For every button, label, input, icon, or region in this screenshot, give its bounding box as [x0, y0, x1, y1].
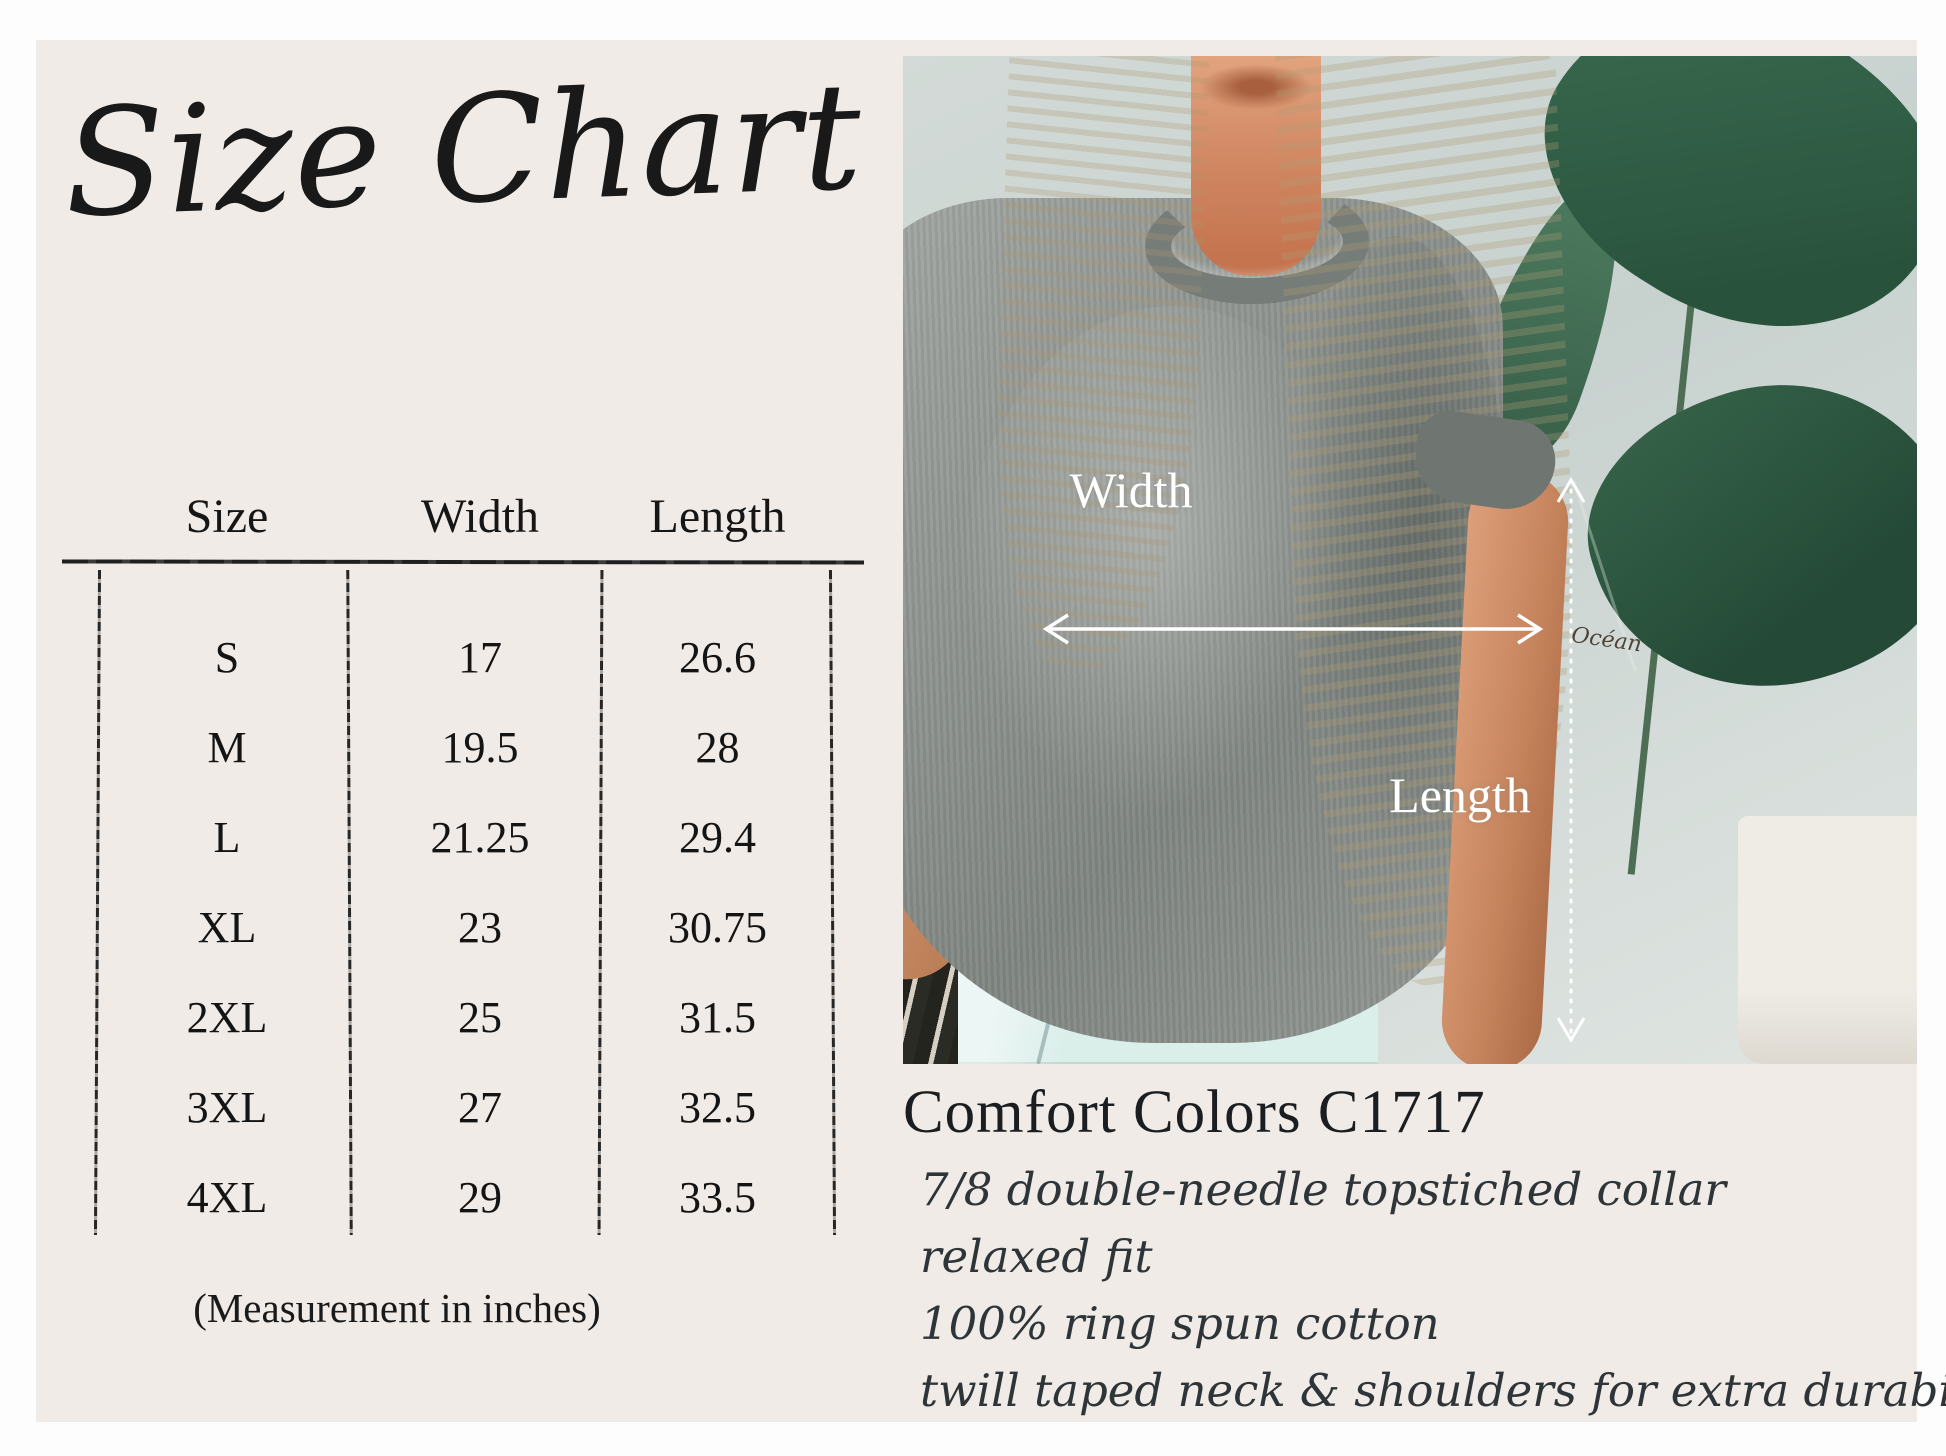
table-row: 2XL 25 31.5 [97, 972, 832, 1062]
tee-shirt-texture [903, 198, 1503, 1043]
table-row: 3XL 27 32.5 [97, 1062, 832, 1152]
cell-length: 30.75 [668, 902, 767, 952]
cell-width: 29 [458, 1172, 502, 1222]
tee-shirt-highlight [963, 306, 1383, 866]
cell-width: 19.5 [441, 722, 519, 772]
table-row: S 17 26.6 [97, 612, 832, 702]
page-title: Size Chart [61, 50, 866, 251]
table-row: L 21.25 29.4 [97, 792, 832, 882]
cell-width: 17 [458, 632, 502, 682]
measurement-annotations [1042, 477, 1586, 1043]
product-name: Comfort Colors C1717 [903, 1079, 1486, 1146]
cell-size: XL [197, 902, 257, 952]
length-annotation-label: Length [1389, 767, 1531, 823]
table-header-row: Size Width Length [97, 478, 832, 554]
cell-length: 29.4 [679, 812, 756, 862]
table-row: XL 23 30.75 [97, 882, 832, 972]
product-feature: twill taped neck & shoulders for extra d… [920, 1364, 1946, 1417]
product-feature: 100% ring spun cotton [920, 1297, 1440, 1350]
cell-length: 26.6 [679, 632, 756, 682]
product-photo: Océan Width Length [903, 56, 1917, 1064]
product-feature: relaxed fit [920, 1230, 1153, 1283]
product-feature: 7/8 double-needle topstiched collar [920, 1163, 1726, 1216]
measurement-note: (Measurement in inches) [193, 1285, 601, 1331]
table-row: 4XL 29 33.5 [97, 1152, 832, 1242]
product-features: 7/8 double-needle topstiched collar rela… [920, 1156, 1946, 1424]
cell-length: 28 [695, 722, 740, 772]
cell-length: 32.5 [679, 1082, 756, 1132]
cell-width: 25 [458, 992, 502, 1042]
tee-shirt [903, 198, 1503, 1043]
length-arrow [1556, 477, 1586, 1043]
cell-width: 21.25 [430, 812, 530, 862]
cell-width: 23 [458, 902, 502, 952]
cell-width: 27 [458, 1082, 502, 1132]
header-size: Size [185, 489, 269, 543]
cell-size: L [213, 812, 241, 862]
size-table: S 17 26.6 M 19.5 28 L 21.25 29.4 XL 23 3… [97, 570, 832, 1242]
cell-size: 2XL [186, 992, 268, 1042]
width-annotation-label: Width [1069, 462, 1193, 518]
cell-length: 33.5 [679, 1172, 756, 1222]
cell-size: 3XL [186, 1082, 268, 1132]
cell-size: M [207, 722, 247, 772]
table-row: M 19.5 28 [97, 702, 832, 792]
chin-shadow [1199, 64, 1313, 110]
width-arrow [1042, 613, 1544, 645]
header-width: Width [420, 489, 540, 543]
cell-length: 31.5 [679, 992, 756, 1042]
plant-pot [1738, 816, 1917, 1064]
cell-size: S [214, 632, 240, 682]
cell-size: 4XL [186, 1172, 268, 1222]
header-length: Length [649, 489, 786, 543]
